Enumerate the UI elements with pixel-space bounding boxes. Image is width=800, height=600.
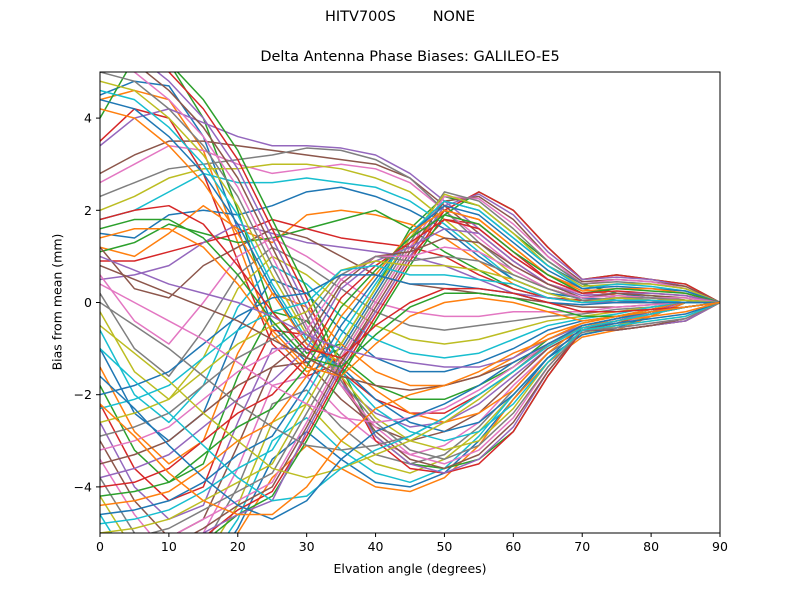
series-line xyxy=(100,274,720,396)
x-tick-label: 40 xyxy=(368,539,384,554)
series-line xyxy=(100,260,720,424)
y-tick-label: 4 xyxy=(84,111,92,126)
y-axis-label: Bias from mean (mm) xyxy=(49,233,65,371)
series-line xyxy=(100,108,720,304)
series-layer xyxy=(100,72,720,533)
series-line xyxy=(100,89,720,442)
series-line xyxy=(100,72,720,460)
x-axis: 0 10 20 30 40 50 60 70 80 90 xyxy=(96,533,728,554)
x-tick-label: 20 xyxy=(230,539,246,554)
y-axis: −4 −2 0 2 4 xyxy=(74,111,100,494)
x-tick-label: 70 xyxy=(574,539,590,554)
y-tick-label: −2 xyxy=(74,387,92,402)
series-line xyxy=(100,218,720,488)
x-axis-label: Elvation angle (degrees) xyxy=(333,561,487,576)
figure-suptitle: HITV700S NONE xyxy=(325,9,475,25)
series-line xyxy=(100,214,720,497)
series-line xyxy=(100,301,720,502)
series-line xyxy=(100,301,720,520)
series-line xyxy=(236,301,720,533)
x-tick-label: 0 xyxy=(96,539,104,554)
y-tick-label: −4 xyxy=(74,479,92,494)
series-line xyxy=(233,301,720,533)
series-line xyxy=(100,264,720,410)
y-tick-label: 0 xyxy=(84,295,92,310)
x-tick-label: 10 xyxy=(161,539,177,554)
chart-title: Delta Antenna Phase Biases: GALILEO-E5 xyxy=(260,49,560,65)
y-tick-label: 2 xyxy=(84,203,92,218)
series-line xyxy=(100,301,720,502)
series-line xyxy=(100,204,720,359)
x-tick-label: 90 xyxy=(712,539,728,554)
series-line xyxy=(156,72,720,474)
series-line xyxy=(144,72,720,470)
x-tick-label: 30 xyxy=(299,539,315,554)
series-line xyxy=(100,98,720,433)
series-line xyxy=(100,301,720,533)
series-line xyxy=(100,246,720,451)
series-line xyxy=(100,237,720,345)
series-line xyxy=(100,209,720,507)
x-tick-label: 80 xyxy=(643,539,659,554)
series-line xyxy=(100,237,720,465)
series-line xyxy=(100,301,720,516)
x-tick-label: 60 xyxy=(505,539,521,554)
x-tick-label: 50 xyxy=(436,539,452,554)
series-line xyxy=(100,246,720,378)
series-line xyxy=(100,301,720,533)
